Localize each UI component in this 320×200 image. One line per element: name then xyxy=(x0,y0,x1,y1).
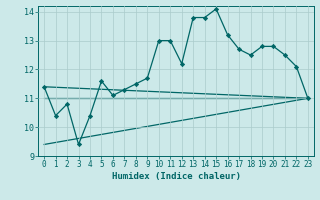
X-axis label: Humidex (Indice chaleur): Humidex (Indice chaleur) xyxy=(111,172,241,181)
